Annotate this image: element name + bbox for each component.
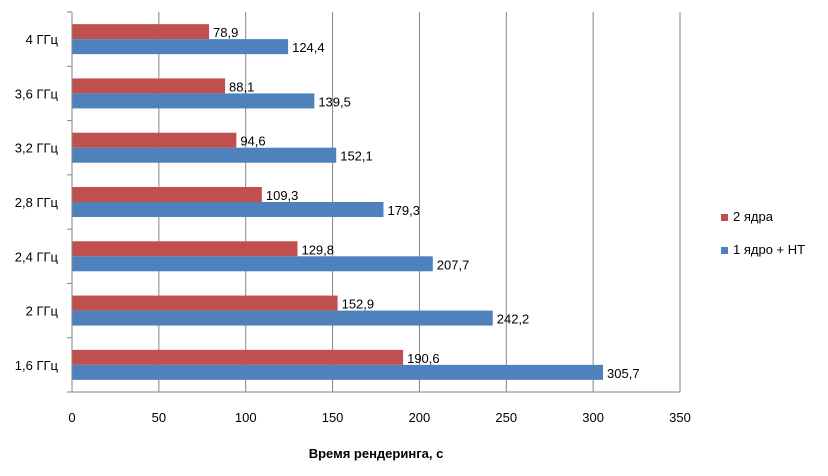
data-label: 179,3 [387,203,420,218]
legend-label: 1 ядро + HT [733,242,805,257]
axes: 0 50 100 150 200 250 300 350 4 ГГц 3,6 ГГц 3,2 ГГц… [15,11,691,425]
data-label: 207,7 [437,257,470,272]
data-label: 78,9 [213,25,238,40]
data-label: 88,1 [229,79,254,94]
data-label: 190,6 [407,351,440,366]
x-tick-label: 350 [669,410,691,425]
data-label: 139,5 [318,94,351,109]
bar-1-core-ht [72,364,604,380]
data-label: 129,8 [301,242,334,257]
bar-1-core-ht [72,147,337,163]
legend: 2 ядра 1 ядро + HT [721,209,805,257]
y-category-label: 2,8 ГГц [15,195,59,210]
data-label: 152,1 [340,149,373,164]
bar-2-cores [72,78,226,94]
bars [72,24,604,380]
data-label: 94,6 [240,134,265,149]
x-tick-label: 300 [582,410,604,425]
y-category-label: 3,6 ГГц [15,86,59,101]
bar-2-cores [72,295,338,311]
x-tick-label: 50 [152,410,166,425]
legend-swatch-1-core-ht [721,247,728,254]
bar-1-core-ht [72,93,315,109]
bar-2-cores [72,187,262,202]
bar-1-core-ht [72,310,493,326]
data-label: 109,3 [266,188,299,203]
data-label: 305,7 [607,366,640,381]
data-label: 124,4 [292,40,325,55]
bar-1-core-ht [72,256,433,272]
x-tick-label: 250 [495,410,517,425]
y-category-label: 4 ГГц [26,32,59,47]
legend-label: 2 ядра [733,209,774,224]
bar-2-cores [72,349,404,365]
bar-1-core-ht [72,202,384,217]
bar-2-cores [72,132,237,148]
bar-2-cores [72,241,298,257]
x-tick-label: 200 [409,410,431,425]
y-category-label: 2 ГГц [26,304,59,319]
bar-2-cores [72,24,210,40]
x-tick-label: 150 [322,410,344,425]
y-category-label: 3,2 ГГц [15,141,59,156]
y-category-label: 1,6 ГГц [15,358,59,373]
x-tick-label: 0 [68,410,75,425]
legend-swatch-2-cores [721,214,728,221]
x-axis-title: Время рендеринга, с [309,446,444,461]
data-label: 242,2 [497,312,530,327]
data-label: 152,9 [342,297,375,312]
bar-1-core-ht [72,39,289,55]
x-tick-label: 100 [235,410,257,425]
y-category-label: 2,4 ГГц [15,249,59,264]
data-labels: 78,9 124,4 88,1 139,5 94,6 152,1 109,3 179,3 129… [213,25,640,381]
